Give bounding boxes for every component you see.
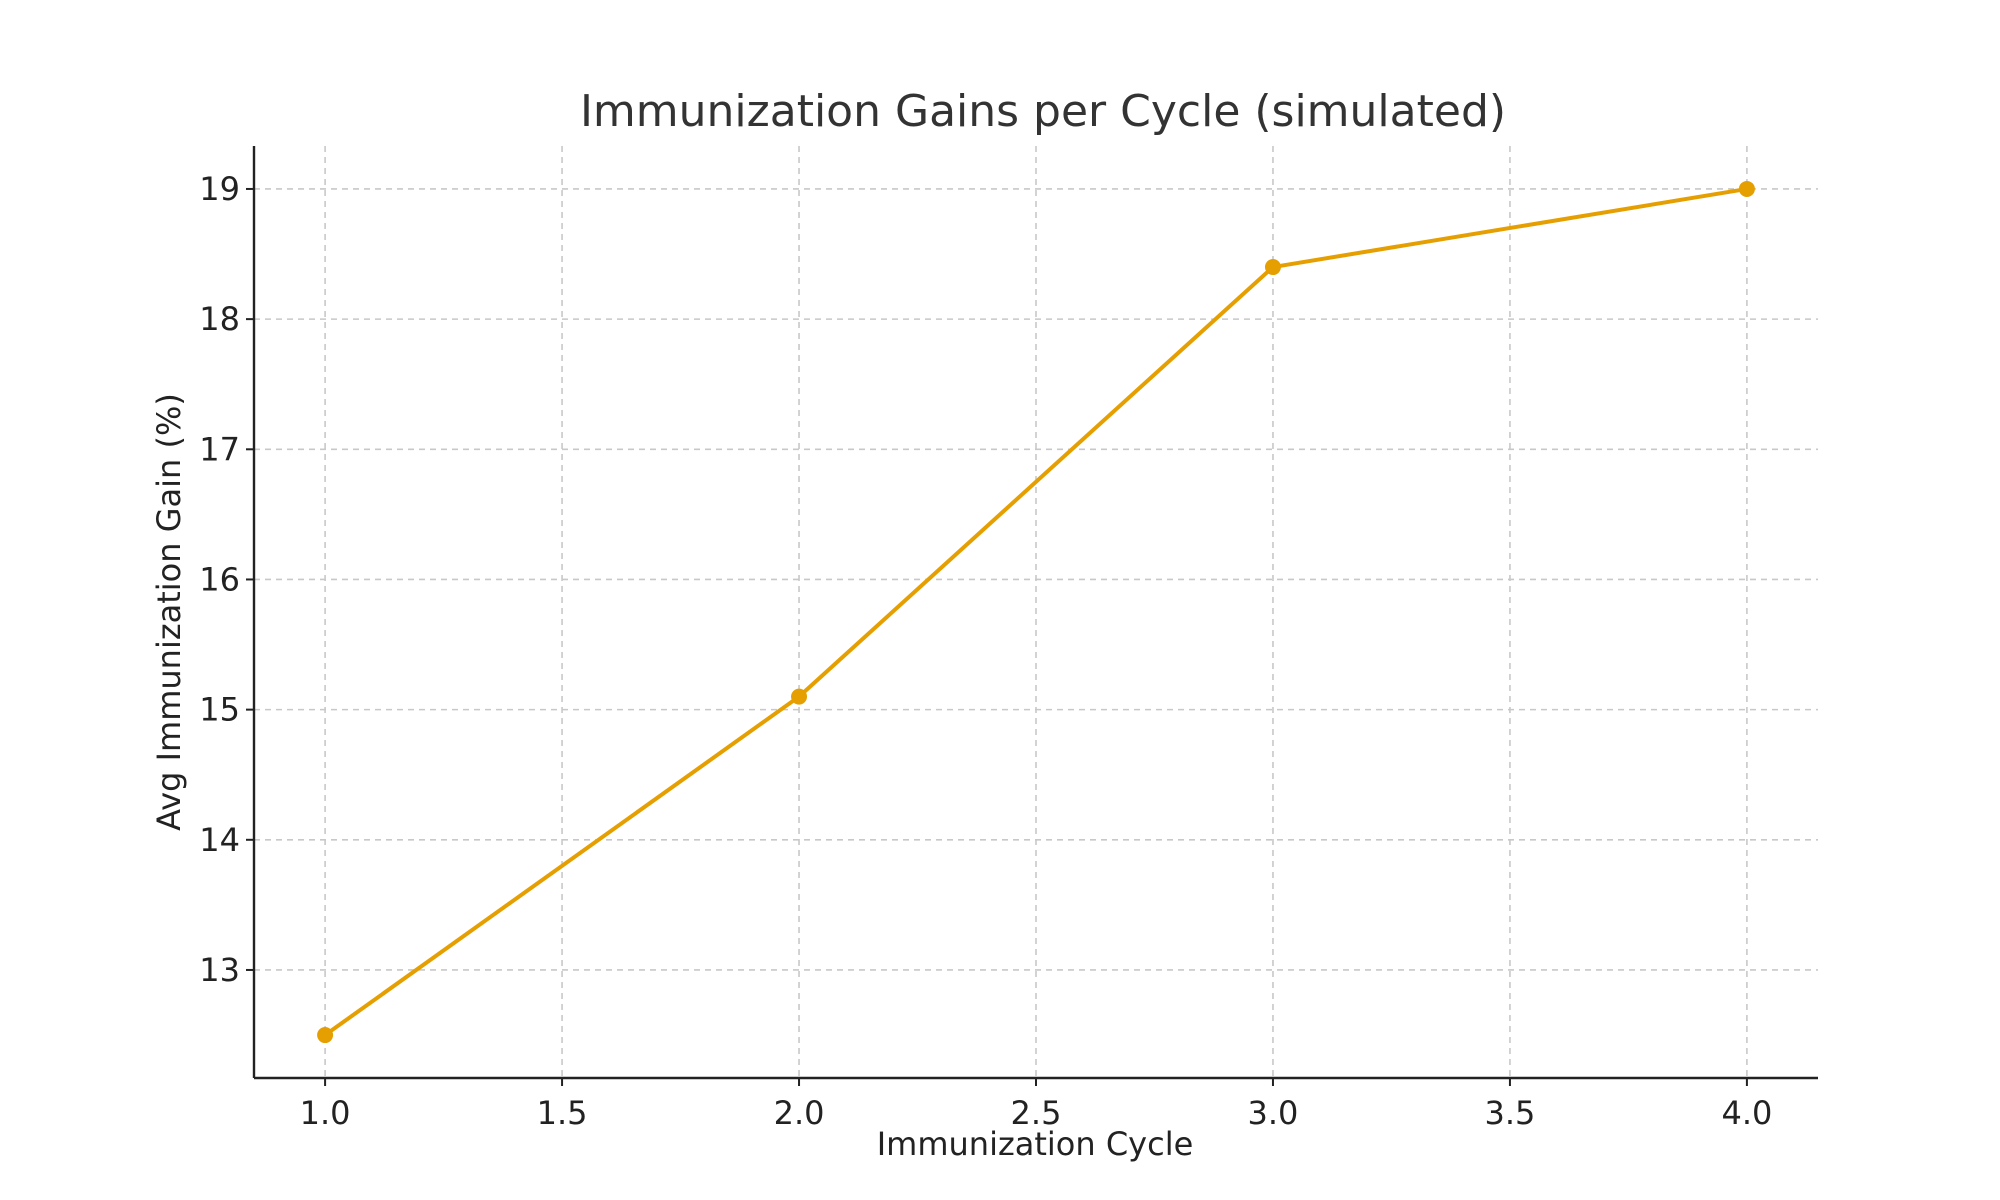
y-tick-label: 18 [199,300,240,338]
axes [246,146,1818,1086]
data-point[interactable] [791,688,808,705]
x-tick-label: 2.0 [774,1094,825,1132]
series-line [323,186,1749,1038]
x-tick-label: 3.0 [1248,1094,1299,1132]
x-tick-label: 2.5 [1011,1094,1062,1132]
series-layer [317,180,1755,1044]
data-point[interactable] [1264,259,1281,276]
data-point[interactable] [1738,180,1755,197]
y-tick-label: 15 [199,691,240,729]
x-axis-label: Immunization Cycle [877,1125,1194,1163]
x-tick-label: 1.0 [300,1094,351,1132]
y-tick-label: 16 [199,560,240,598]
x-tick-label: 3.5 [1484,1094,1535,1132]
y-axis-label: Avg Immunization Gain (%) [150,393,188,831]
x-tick-label: 1.5 [537,1094,588,1132]
grid [254,146,1818,1078]
tick-labels: 1.0 1.5 2.0 2.5 3.0 3.5 4.0 13 14 15 16 17 18 19 [199,170,1772,1132]
data-point[interactable] [317,1027,334,1044]
y-tick-label: 14 [199,821,240,859]
y-tick-label: 19 [199,170,240,208]
chart-title: Immunization Gains per Cycle (simulated) [580,86,1506,137]
x-tick-label: 4.0 [1721,1094,1772,1132]
y-tick-label: 17 [199,430,240,468]
y-tick-label: 13 [199,951,240,989]
